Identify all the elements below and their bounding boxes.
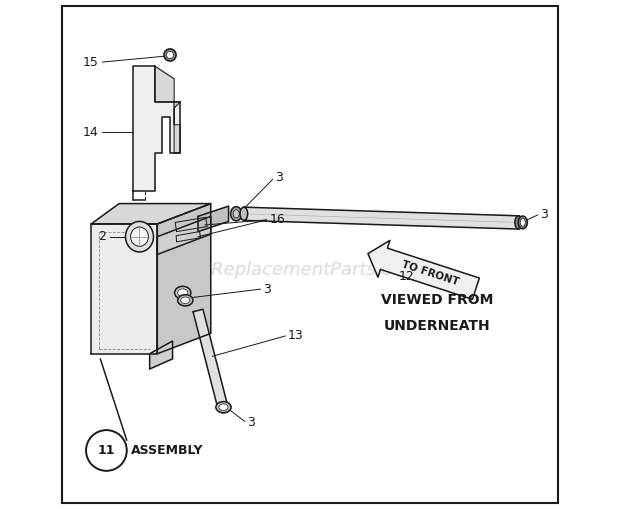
Polygon shape: [91, 224, 157, 354]
Polygon shape: [198, 206, 229, 232]
Polygon shape: [157, 204, 211, 354]
Ellipse shape: [218, 406, 229, 413]
Text: 3: 3: [263, 282, 271, 296]
Polygon shape: [176, 232, 200, 242]
Circle shape: [166, 51, 174, 59]
Ellipse shape: [233, 210, 239, 218]
Text: 12: 12: [399, 270, 415, 283]
Ellipse shape: [231, 207, 242, 221]
Text: eReplacementParts.com: eReplacementParts.com: [200, 261, 420, 279]
Ellipse shape: [240, 207, 247, 220]
Ellipse shape: [125, 221, 154, 252]
Circle shape: [164, 49, 176, 61]
Circle shape: [86, 430, 126, 471]
Ellipse shape: [178, 295, 193, 306]
Ellipse shape: [520, 219, 525, 227]
Ellipse shape: [515, 216, 523, 229]
Text: ASSEMBLY: ASSEMBLY: [131, 444, 203, 457]
Ellipse shape: [131, 227, 148, 246]
Polygon shape: [91, 204, 211, 224]
Text: TO FRONT: TO FRONT: [400, 260, 460, 288]
Polygon shape: [368, 240, 479, 299]
Ellipse shape: [180, 297, 190, 303]
Text: 16: 16: [269, 213, 285, 227]
Ellipse shape: [219, 404, 228, 410]
Polygon shape: [244, 207, 519, 229]
Polygon shape: [157, 216, 211, 254]
Polygon shape: [155, 66, 180, 153]
Text: VIEWED FROM: VIEWED FROM: [381, 293, 494, 307]
Text: UNDERNEATH: UNDERNEATH: [384, 319, 490, 333]
Text: 2: 2: [99, 230, 107, 243]
Text: 3: 3: [247, 416, 255, 430]
Polygon shape: [149, 341, 172, 369]
Text: 3: 3: [275, 171, 283, 184]
Text: 14: 14: [83, 126, 99, 139]
Polygon shape: [193, 309, 228, 411]
Ellipse shape: [178, 289, 188, 296]
Ellipse shape: [518, 216, 528, 229]
Ellipse shape: [216, 402, 231, 413]
Text: 11: 11: [98, 444, 115, 457]
Ellipse shape: [175, 286, 191, 299]
Text: 13: 13: [288, 329, 304, 343]
Polygon shape: [175, 217, 207, 232]
Text: 3: 3: [540, 208, 548, 221]
Polygon shape: [133, 66, 180, 191]
Text: 15: 15: [83, 55, 99, 69]
